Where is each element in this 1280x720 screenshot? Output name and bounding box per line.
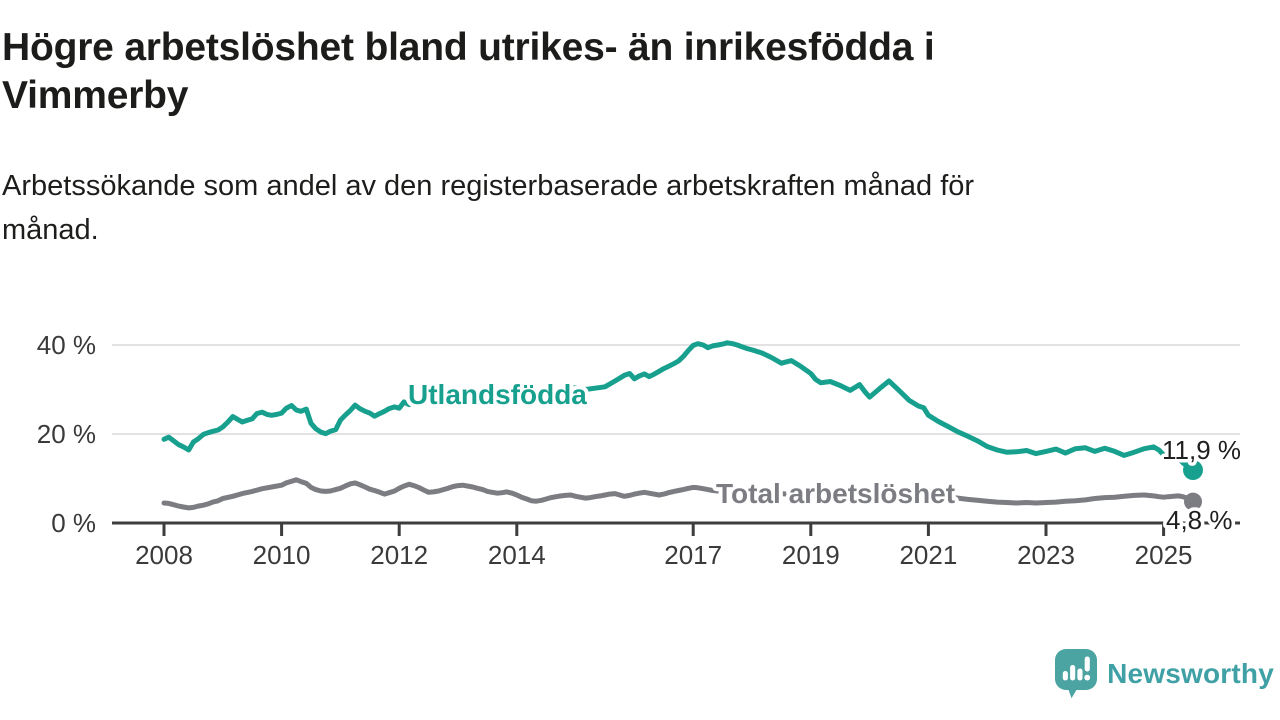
- series-line-utlandsfodda: [161, 340, 1196, 473]
- series-end-label-utlandsfodda: 11,9 %: [1162, 435, 1241, 465]
- series-line-total: [161, 477, 1196, 511]
- series-end-label-total: 4,8 %: [1166, 505, 1233, 535]
- x-axis-label: 2019: [782, 540, 840, 570]
- newsworthy-logo: Newsworthy: [1055, 649, 1274, 699]
- y-axis-label: 40 %: [37, 330, 96, 360]
- page-title-line-1: Högre arbetslöshet bland utrikes- än inr…: [2, 26, 935, 69]
- newsworthy-wordmark: Newsworthy: [1107, 658, 1274, 689]
- chart-subtitle-line-2: månad.: [2, 214, 99, 246]
- x-axis-label: 2008: [135, 540, 193, 570]
- x-axis-label: 2010: [253, 540, 311, 570]
- x-axis-label: 2017: [664, 540, 722, 570]
- x-axis-label: 2021: [899, 540, 957, 570]
- newsworthy-icon: [1055, 649, 1098, 699]
- x-axis-label: 2023: [1017, 540, 1075, 570]
- chart-subtitle: Arbetssökande som andel av den registerb…: [2, 164, 1182, 252]
- chart-header: Högre arbetslöshet bland utrikes- än inr…: [2, 24, 1182, 252]
- page-title: Högre arbetslöshet bland utrikes- än inr…: [2, 24, 1182, 120]
- y-axis-label: 20 %: [37, 419, 96, 449]
- y-axis-label: 0 %: [51, 508, 96, 538]
- series-label-utlandsfodda: Utlandsfödda: [408, 379, 587, 410]
- series-end-dot-utlandsfodda: [1183, 460, 1203, 481]
- series-end-dot-total: [1184, 492, 1202, 511]
- page-title-line-2: Vimmerby: [2, 74, 189, 117]
- chart-subtitle-line-1: Arbetssökande som andel av den registerb…: [2, 170, 975, 202]
- x-axis-label: 2012: [370, 540, 428, 570]
- series-label-total: Total arbetslöshet: [716, 478, 955, 509]
- x-axis-label: 2014: [488, 540, 546, 570]
- x-axis-label: 2025: [1135, 540, 1193, 570]
